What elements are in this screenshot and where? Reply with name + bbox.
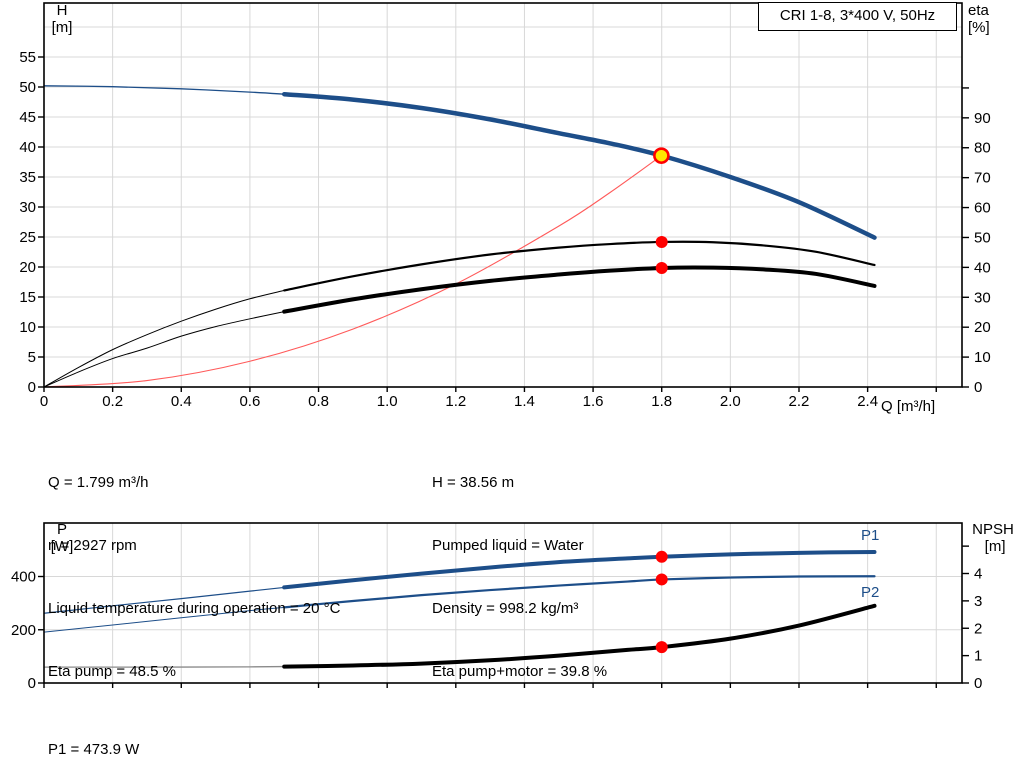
curve-eta-pump-motor-thin xyxy=(43,311,285,388)
series-eta-pump-motor xyxy=(43,265,877,388)
tick-label: 35 xyxy=(19,169,36,186)
marker-eta-pump-motor-point xyxy=(655,261,668,274)
tick-label: 30 xyxy=(19,199,36,216)
marker-npsh-point xyxy=(655,641,668,654)
tick-label: 2.0 xyxy=(720,393,741,410)
tick-label: 50 xyxy=(974,229,991,246)
tick-label: 40 xyxy=(19,139,36,156)
power-info: P1 = 473.9 W P2 = 388.9 W NPSH = 1.31 m xyxy=(48,697,153,781)
tick-label: 1.0 xyxy=(377,393,398,410)
eta-axis-label: eta [%] xyxy=(968,2,990,36)
info-line-q: Q = 1.799 m³/h xyxy=(48,474,149,491)
power-npsh-chart: 0 200 400 0 1 2 3 4 xyxy=(11,522,982,692)
tick-label: 80 xyxy=(974,140,991,157)
tick-label: 0.6 xyxy=(239,393,260,410)
pump-title-box: CRI 1-8, 3*400 V, 50Hz xyxy=(758,2,957,31)
tick-label: 1.6 xyxy=(583,393,604,410)
curve-duty-parabola xyxy=(43,155,662,388)
curve-head xyxy=(281,91,877,240)
tick-label: 3 xyxy=(974,593,982,610)
tick-label: 90 xyxy=(974,110,991,127)
curve-eta-pump-thin xyxy=(43,289,285,388)
tick-label: 1.8 xyxy=(651,393,672,410)
series-duty-parabola xyxy=(43,155,662,388)
curve-p1 xyxy=(282,550,877,590)
marker-p2-point xyxy=(655,573,668,586)
tick-label: 2 xyxy=(974,620,982,637)
info-line-h: H = 38.56 m xyxy=(432,474,515,491)
plot-frame xyxy=(43,522,963,684)
tick-label: 20 xyxy=(19,259,36,276)
q-axis-label: Q [m³/h] xyxy=(881,398,936,415)
tick-label: 10 xyxy=(974,349,991,366)
tick-label: 70 xyxy=(974,170,991,187)
info-line-temp: Liquid temperature during operation = 20… xyxy=(48,600,341,617)
tick-label: 0.4 xyxy=(171,393,192,410)
tick-label: 50 xyxy=(19,79,36,96)
tick-label: 45 xyxy=(19,109,36,126)
curve-eta-pump xyxy=(283,240,876,292)
tick-label: 1 xyxy=(974,648,982,665)
tick-label: 60 xyxy=(974,200,991,217)
tick-label: 5 xyxy=(28,349,36,366)
duty-info-right: H = 38.56 m Pumped liquid = Water Densit… xyxy=(432,430,607,724)
tick-label: 40 xyxy=(974,259,991,276)
plot-frame xyxy=(43,2,963,388)
curve-eta-pump-motor xyxy=(282,265,877,314)
tick-label: 30 xyxy=(974,289,991,306)
info-line-density: Density = 998.2 kg/m³ xyxy=(432,600,579,617)
curve-npsh xyxy=(282,603,877,669)
npsh-axis-label: NPSH [m] xyxy=(972,521,1014,555)
curve-p2 xyxy=(283,575,876,609)
tick-label: 1.2 xyxy=(445,393,466,410)
info-line-liquid: Pumped liquid = Water xyxy=(432,537,584,554)
tick-label: 2.4 xyxy=(857,393,878,410)
p1-curve-label: P1 xyxy=(861,527,880,544)
tick-label: 55 xyxy=(19,49,36,66)
tick-label: 0 xyxy=(28,379,36,396)
info-line-n: n = 2927 rpm xyxy=(48,537,137,554)
tick-label: 2.2 xyxy=(789,393,810,410)
curve-npsh-thin xyxy=(43,665,285,668)
curve-p1-thin xyxy=(43,586,285,614)
tick-label: 0 xyxy=(974,675,982,692)
tick-label: 10 xyxy=(19,319,36,336)
tick-label: 20 xyxy=(974,319,991,336)
tick-label: 15 xyxy=(19,289,36,306)
series-eta-pump xyxy=(43,240,876,388)
marker-duty-point xyxy=(653,147,670,164)
info-line-eta-pump: Eta pump = 48.5 % xyxy=(48,663,176,680)
duty-info-left: Q = 1.799 m³/h n = 2927 rpm Liquid tempe… xyxy=(48,430,340,724)
tick-label: 400 xyxy=(11,569,36,586)
series-head xyxy=(43,85,877,240)
tick-label: 4 xyxy=(974,566,982,583)
p-axis-label: P [W] xyxy=(50,521,74,555)
tick-label: 25 xyxy=(19,229,36,246)
tick-label: 0.8 xyxy=(308,393,329,410)
tick-label: 1.4 xyxy=(514,393,535,410)
tick-label: 0 xyxy=(974,379,982,396)
tick-label: 0 xyxy=(40,393,48,410)
series-p2 xyxy=(43,575,876,633)
info-line-eta-total: Eta pump+motor = 39.8 % xyxy=(432,663,608,680)
info-line-p1: P1 = 473.9 W xyxy=(48,741,140,758)
series-p1 xyxy=(43,550,877,614)
series-npsh xyxy=(43,603,877,669)
p2-curve-label: P2 xyxy=(861,584,880,601)
h-axis-label: H [m] xyxy=(51,2,73,36)
curve-p2-thin xyxy=(43,606,285,633)
tick-label: 200 xyxy=(11,622,36,639)
curve-head-thin xyxy=(43,85,285,95)
marker-p1-point xyxy=(655,550,668,563)
head-efficiency-chart: 0 0.2 0.4 0.6 0.8 1.0 1.2 1.4 1.6 1.8 2.0 2.2 2.4 0 5 1… xyxy=(19,2,991,410)
marker-eta-pump-point xyxy=(655,235,668,248)
tick-label: 0 xyxy=(28,675,36,692)
tick-label: 0.2 xyxy=(102,393,123,410)
